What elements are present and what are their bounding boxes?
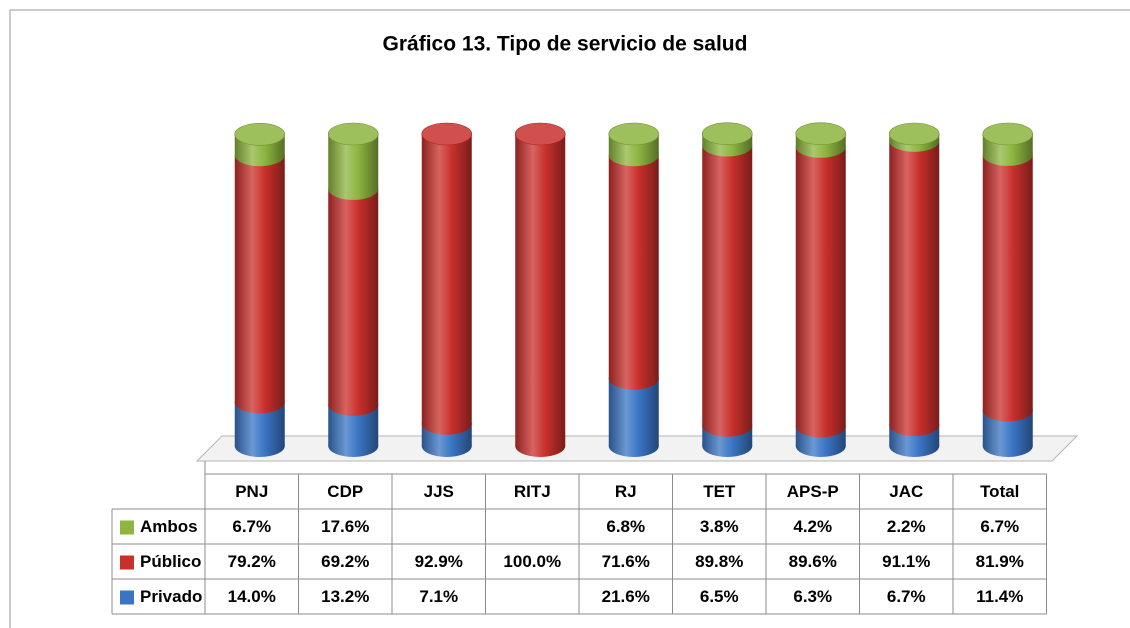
category-label: PNJ bbox=[235, 482, 268, 501]
bar-segment bbox=[515, 134, 566, 446]
legend-label: Público bbox=[140, 552, 201, 571]
bar-segment bbox=[421, 134, 472, 424]
value-label: 89.8% bbox=[695, 552, 743, 571]
chart-title: Gráfico 13. Tipo de servicio de salud bbox=[383, 33, 748, 56]
legend-label: Privado bbox=[140, 587, 202, 606]
value-label: 17.6% bbox=[321, 517, 369, 536]
category-label: Total bbox=[980, 482, 1019, 501]
bar-segment bbox=[795, 146, 846, 427]
value-label: 81.9% bbox=[976, 552, 1024, 571]
cylinder-top bbox=[608, 122, 660, 146]
value-label: 100.0% bbox=[503, 552, 561, 571]
chart-border bbox=[9, 9, 1130, 628]
bar-segment bbox=[234, 155, 285, 403]
value-label: 91.1% bbox=[882, 552, 930, 571]
value-label: 71.6% bbox=[602, 552, 650, 571]
value-label: 7.1% bbox=[419, 587, 458, 606]
value-label: 13.2% bbox=[321, 587, 369, 606]
bar-segment bbox=[608, 155, 659, 379]
category-label: APS-P bbox=[787, 482, 839, 501]
bar-segment bbox=[608, 378, 659, 446]
value-label: 2.2% bbox=[887, 517, 926, 536]
cylinder-top bbox=[888, 122, 940, 146]
value-label: 11.4% bbox=[976, 587, 1023, 606]
bar-segment bbox=[982, 154, 1033, 411]
value-label: 6.7% bbox=[232, 517, 271, 536]
value-label: 6.8% bbox=[606, 517, 645, 536]
cylinder-top bbox=[701, 122, 753, 145]
legend-swatch bbox=[120, 520, 134, 535]
value-label: 4.2% bbox=[793, 517, 832, 536]
value-label: 21.6% bbox=[602, 587, 650, 606]
cylinder-top bbox=[795, 122, 847, 145]
cylinder-top bbox=[514, 122, 566, 146]
value-label: 6.3% bbox=[793, 587, 832, 606]
category-label: RJ bbox=[615, 482, 637, 501]
value-label: 69.2% bbox=[321, 552, 369, 571]
bar-segment bbox=[702, 145, 753, 426]
bar-segment bbox=[328, 188, 379, 405]
legend-swatch bbox=[120, 555, 134, 570]
value-label: 14.0% bbox=[228, 587, 276, 606]
value-label: 6.5% bbox=[700, 587, 739, 606]
value-label: 92.9% bbox=[415, 552, 463, 571]
category-label: TET bbox=[703, 482, 736, 501]
legend-label: Ambos bbox=[140, 517, 198, 536]
value-label: 6.7% bbox=[887, 587, 926, 606]
legend-swatch bbox=[120, 590, 134, 605]
cylinder-top bbox=[421, 122, 473, 146]
value-label: 89.6% bbox=[789, 552, 837, 571]
cylinder-top bbox=[327, 122, 379, 146]
category-label: JAC bbox=[889, 482, 923, 501]
category-label: RITJ bbox=[514, 482, 551, 501]
value-label: 6.7% bbox=[980, 517, 1019, 536]
category-label: CDP bbox=[327, 482, 363, 501]
value-label: 3.8% bbox=[700, 517, 739, 536]
cylinder-top bbox=[982, 122, 1034, 146]
bar-segment bbox=[889, 140, 940, 426]
category-label: JJS bbox=[424, 482, 454, 501]
value-label: 79.2% bbox=[228, 552, 276, 571]
cylinder-top bbox=[234, 123, 286, 146]
